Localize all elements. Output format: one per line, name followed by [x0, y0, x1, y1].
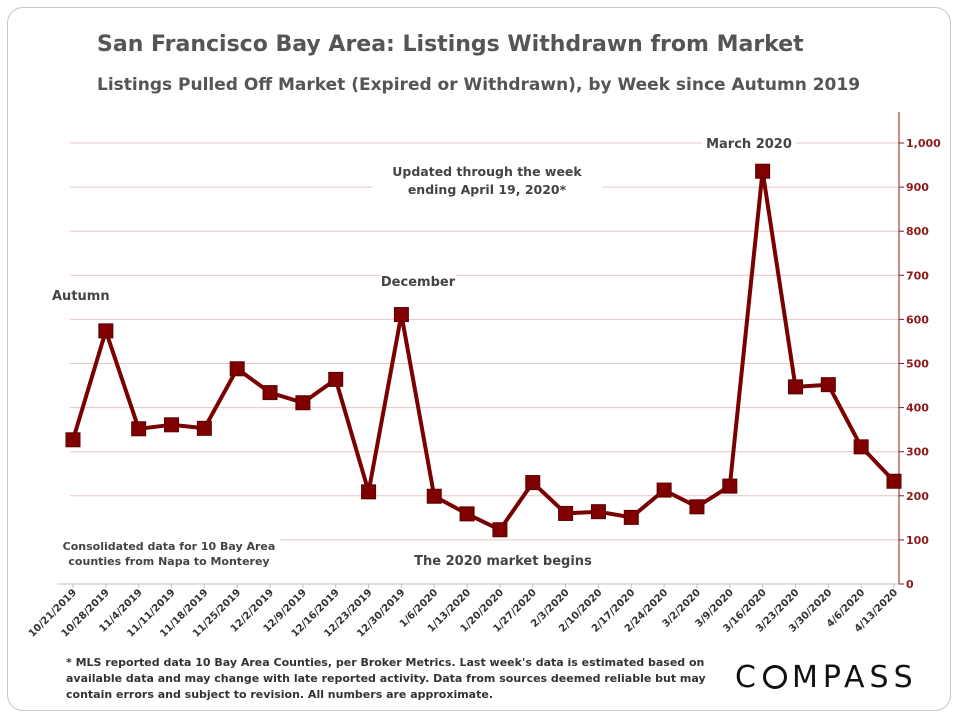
data-point — [525, 475, 541, 491]
data-point — [787, 379, 803, 395]
data-point — [229, 361, 245, 377]
annotation-december: December — [381, 275, 456, 290]
logo-letter-c: C — [735, 660, 761, 695]
data-point — [295, 395, 311, 411]
y-tick-label: 200 — [906, 490, 929, 503]
x-axis-labels: 10/21/201910/28/201911/4/201911/11/20191… — [27, 584, 900, 640]
data-point — [65, 432, 81, 448]
annotation-backing — [372, 158, 602, 202]
annotation-consolidated-1: Consolidated data for 10 Bay Area — [63, 540, 276, 553]
data-point — [131, 421, 147, 437]
logo-circle-o — [762, 665, 787, 689]
data-point — [196, 420, 212, 436]
y-tick-label: 500 — [906, 358, 929, 371]
y-tick-label: 800 — [906, 225, 929, 238]
annotation-march: March 2020 — [706, 137, 792, 152]
data-point — [722, 478, 738, 494]
annotation-backing — [58, 535, 280, 573]
data-point — [426, 488, 442, 504]
annotation-market-begins: The 2020 market begins — [414, 554, 592, 569]
data-point — [820, 377, 836, 393]
y-tick-label: 600 — [906, 313, 929, 326]
data-point — [164, 417, 180, 433]
data-point — [492, 522, 508, 538]
annotation-backing — [380, 274, 456, 292]
chart-subtitle: Listings Pulled Off Market (Expired or W… — [97, 75, 861, 95]
annotations: Autumn December March 2020 Updated through … — [52, 134, 796, 573]
y-tick-label: 700 — [906, 269, 929, 282]
logo-letters: MPASS — [791, 660, 918, 695]
slide-frame — [7, 7, 951, 711]
compass-logo: C MPASS — [735, 660, 918, 695]
y-tick-label: 300 — [906, 446, 929, 459]
annotation-updated-1: Updated through the week — [392, 164, 582, 179]
y-tick-label: 1,000 — [906, 137, 941, 150]
annotation-updated-2: ending April 19, 2020* — [408, 182, 567, 197]
y-axis: 0 100 200 300 400 500 600 700 800 900 1,000 — [57, 112, 941, 591]
y-tick-label: 400 — [906, 402, 929, 415]
data-point — [328, 371, 344, 387]
data-point — [459, 506, 475, 522]
series-weekly-listings — [65, 163, 902, 538]
data-point — [590, 504, 606, 520]
data-point — [623, 509, 639, 525]
y-tick-label: 0 — [906, 578, 914, 591]
y-tick-label: 100 — [906, 534, 929, 547]
data-point — [656, 482, 672, 498]
series-line — [71, 169, 896, 532]
data-point — [98, 323, 114, 339]
gridlines — [70, 142, 899, 541]
annotation-backing — [702, 134, 796, 154]
chart-title: San Francisco Bay Area: Listings Withdra… — [97, 32, 804, 57]
data-point — [558, 505, 574, 521]
data-point — [755, 163, 771, 179]
annotation-consolidated-2: counties from Napa to Monterey — [68, 555, 269, 568]
data-point — [262, 385, 278, 401]
footnote: * MLS reported data 10 Bay Area Counties… — [66, 656, 706, 701]
annotation-autumn: Autumn — [52, 289, 110, 304]
data-point — [393, 307, 409, 323]
data-point — [361, 484, 377, 500]
data-point — [689, 499, 705, 515]
y-tick-label: 900 — [906, 181, 929, 194]
data-point — [886, 473, 902, 489]
data-point — [853, 439, 869, 455]
